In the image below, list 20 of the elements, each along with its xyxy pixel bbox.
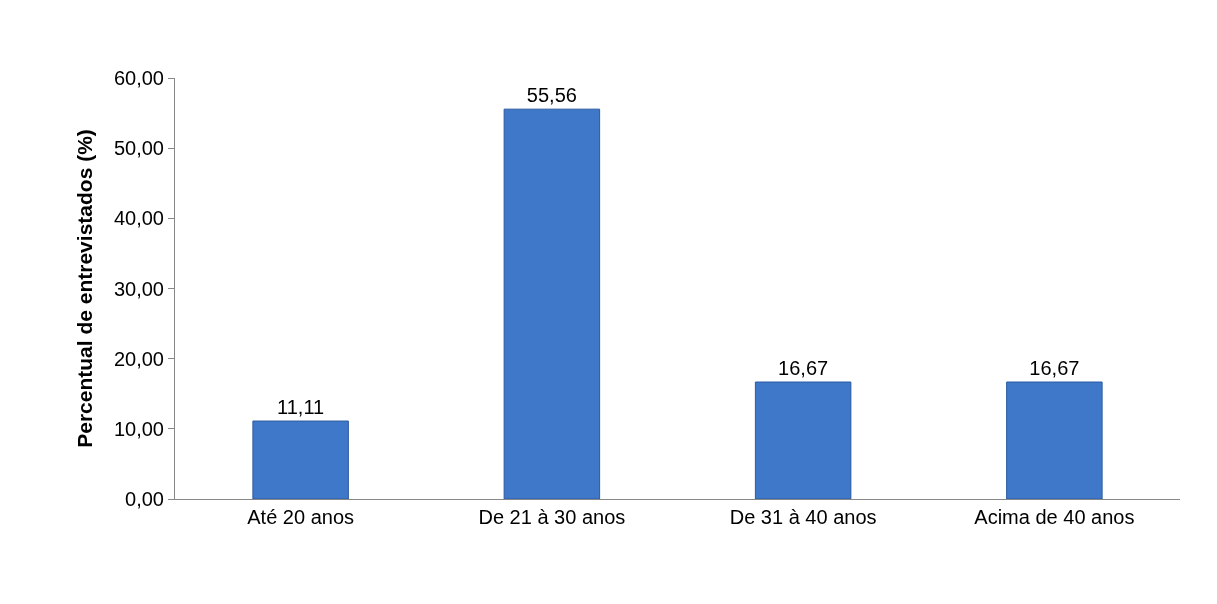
bar [1006,381,1103,499]
data-label: 16,67 [1029,357,1080,380]
bar [252,420,349,499]
y-tick-label: 60,00 [113,67,164,89]
data-label: 16,67 [778,357,829,380]
y-axis-title: Percentual de entrevistados (%) [73,129,97,448]
y-tick-label: 50,00 [113,137,164,160]
x-tick-label: De 31 à 40 anos [729,506,877,528]
data-label: 55,56 [526,84,577,107]
y-tick-label: 20,00 [113,347,164,370]
data-label: 11,11 [277,396,325,419]
x-tick-label: Acima de 40 anos [974,506,1135,528]
y-tick-label: 40,00 [113,207,164,230]
y-tick-label: 10,00 [113,417,164,440]
y-tick-label: 30,00 [113,277,164,300]
x-tick-label: Até 20 anos [247,506,355,528]
bar [754,381,852,499]
y-tick-label: 0,00 [125,488,164,510]
bar [503,108,601,499]
x-tick-label: De 21 à 30 anos [478,506,626,528]
